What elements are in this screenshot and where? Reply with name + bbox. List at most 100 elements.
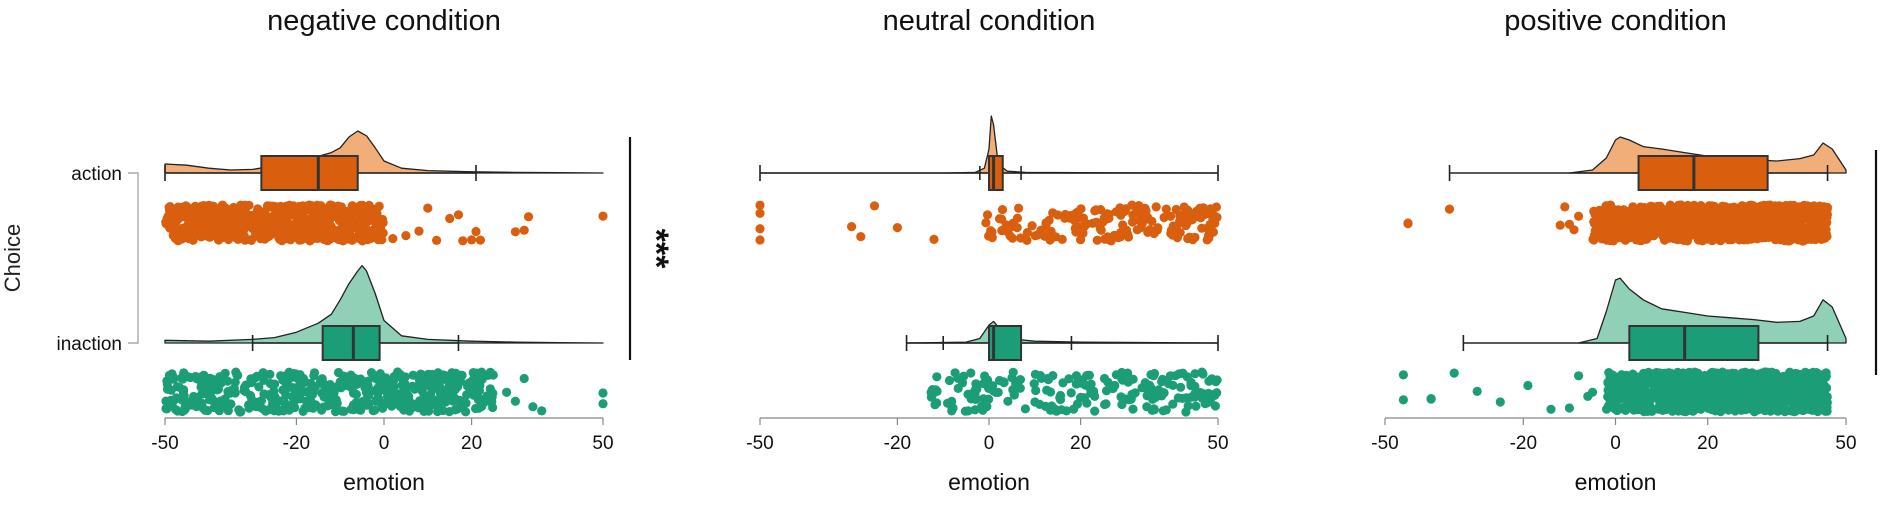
data-point (1040, 231, 1050, 241)
data-point (1176, 382, 1186, 392)
data-point (1601, 226, 1612, 236)
data-point (1703, 222, 1714, 232)
data-point (1101, 386, 1112, 396)
data-point (1748, 386, 1758, 396)
data-point (1647, 378, 1657, 388)
data-point (1031, 385, 1041, 396)
data-point (1775, 377, 1785, 387)
data-point (447, 388, 458, 398)
data-point (1616, 219, 1626, 229)
data-point (317, 388, 327, 398)
data-point (1096, 225, 1106, 235)
data-point (364, 209, 374, 219)
data-point (399, 405, 409, 415)
data-point (523, 212, 534, 222)
x-tick-label: -50 (746, 433, 773, 454)
data-point (1697, 235, 1707, 245)
data-point (1009, 390, 1019, 400)
data-point (1183, 401, 1193, 411)
data-point (280, 372, 290, 383)
data-point (1673, 367, 1683, 377)
data-point (1658, 403, 1668, 413)
data-point (1157, 374, 1168, 384)
data-point (424, 406, 434, 416)
data-point (321, 234, 331, 244)
data-point (1675, 391, 1685, 401)
data-point (457, 370, 467, 380)
data-point (1632, 234, 1642, 244)
data-point (932, 372, 942, 382)
data-point (218, 200, 228, 210)
data-point (755, 235, 765, 245)
data-point (1622, 400, 1632, 410)
rain-points (1398, 367, 1832, 417)
data-point (892, 223, 903, 233)
data-point (847, 222, 857, 232)
x-tick-label: 50 (1835, 433, 1856, 454)
x-tick-label: 0 (379, 433, 390, 454)
data-point (305, 205, 315, 215)
data-point (1783, 381, 1794, 391)
data-point (1174, 369, 1184, 379)
data-point (1000, 225, 1010, 235)
data-point (358, 228, 369, 238)
data-point (1212, 375, 1222, 385)
data-point (453, 210, 464, 220)
density-cloud (905, 320, 1219, 344)
choice-bracket (128, 172, 139, 344)
data-point (179, 405, 189, 415)
data-point (1737, 201, 1747, 211)
data-point (1765, 406, 1776, 416)
data-point (1103, 232, 1113, 242)
data-point (348, 403, 358, 413)
data-point (1793, 399, 1803, 409)
data-point (1789, 200, 1799, 210)
data-point (202, 231, 212, 241)
data-point (510, 396, 520, 406)
data-point (1768, 202, 1778, 212)
data-point (197, 201, 207, 211)
data-point (1173, 393, 1183, 403)
data-point (1783, 393, 1794, 403)
data-point (436, 389, 446, 399)
data-point (240, 219, 250, 229)
data-point (1806, 373, 1816, 384)
data-point (1669, 222, 1679, 232)
data-point (1756, 388, 1766, 398)
data-point (598, 211, 608, 221)
data-point (275, 405, 285, 415)
data-point (408, 401, 418, 411)
data-point (1730, 380, 1740, 390)
data-point (1066, 388, 1076, 398)
data-point (205, 384, 215, 394)
box (321, 325, 381, 361)
data-point (258, 371, 268, 382)
data-point (446, 373, 457, 383)
data-point (197, 378, 207, 388)
data-point (755, 224, 765, 234)
significance-marker: *** (1883, 243, 1901, 283)
x-tick-label: -50 (151, 433, 178, 454)
data-point (1641, 392, 1651, 403)
data-point (323, 224, 333, 234)
series-action (1403, 136, 1847, 246)
data-point (298, 374, 308, 384)
data-point (374, 371, 384, 382)
data-point (1609, 231, 1620, 242)
data-point (323, 400, 333, 410)
data-point (1099, 373, 1110, 384)
data-point (1807, 233, 1817, 243)
data-point (1628, 394, 1638, 404)
data-point (1055, 393, 1065, 403)
x-tick-label: 0 (1610, 433, 1621, 454)
data-point (1134, 201, 1144, 211)
data-point (416, 369, 426, 379)
data-point (1127, 217, 1138, 227)
series-inaction (1398, 277, 1847, 417)
data-point (270, 392, 280, 402)
x-tick-label: -20 (884, 433, 911, 454)
data-point (999, 378, 1009, 388)
data-point (1749, 395, 1759, 405)
data-point (1680, 203, 1690, 213)
data-point (1618, 383, 1628, 393)
